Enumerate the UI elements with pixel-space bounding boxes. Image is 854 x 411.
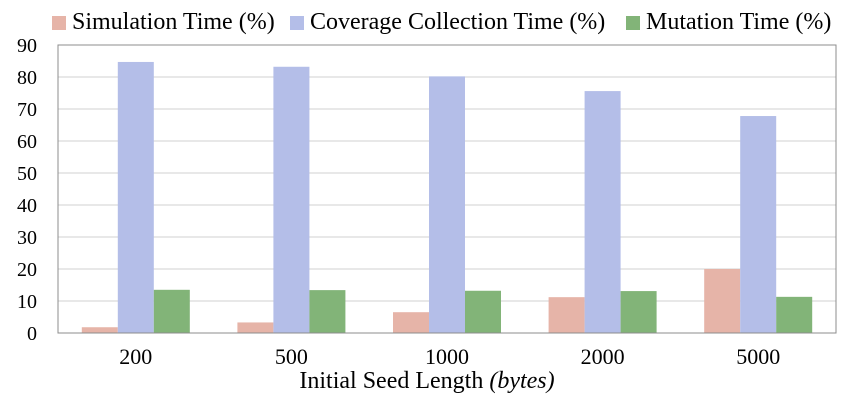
y-tick-label: 10 xyxy=(17,291,37,313)
bar xyxy=(309,290,346,333)
y-tick-label: 0 xyxy=(27,323,37,345)
y-tick-label: 40 xyxy=(17,195,37,217)
bar xyxy=(584,91,621,333)
y-axis-ticks: 0 10 20 30 40 50 60 70 80 90 xyxy=(17,35,37,345)
legend-swatch-coverage xyxy=(290,15,304,30)
bar xyxy=(704,269,741,333)
bar xyxy=(740,116,777,333)
x-axis-title: Initial Seed Length (bytes) xyxy=(0,368,854,395)
bar xyxy=(117,61,154,334)
bar xyxy=(153,289,190,333)
y-tick-label: 80 xyxy=(17,67,37,89)
bars xyxy=(81,61,813,334)
legend-swatch-mutation xyxy=(626,15,640,30)
bar xyxy=(81,327,118,333)
legend-item-mutation: Mutation Time (%) xyxy=(626,9,831,36)
bar xyxy=(237,322,274,333)
legend-swatch-simulation xyxy=(52,15,66,30)
bar xyxy=(393,312,429,333)
x-tick-label: 5000 xyxy=(736,344,780,369)
legend-label-coverage: Coverage Collection Time (%) xyxy=(310,9,606,35)
y-tick-label: 60 xyxy=(17,131,37,153)
legend-item-coverage: Coverage Collection Time (%) xyxy=(290,9,605,36)
legend-item-simulation: Simulation Time (%) xyxy=(52,9,275,36)
bar xyxy=(429,76,465,334)
bar xyxy=(548,297,585,333)
x-tick-label: 200 xyxy=(119,344,152,369)
plot-frame xyxy=(57,44,837,334)
bar xyxy=(465,290,501,333)
x-tick-label: 1000 xyxy=(425,344,469,369)
bar xyxy=(620,291,657,333)
x-axis-label: Initial Seed Length xyxy=(299,368,484,394)
x-tick-label: 500 xyxy=(275,344,308,369)
y-tick-label: 50 xyxy=(17,163,37,185)
y-tick-label: 70 xyxy=(17,99,37,121)
y-tick-label: 20 xyxy=(17,259,37,281)
x-axis-unit: (bytes) xyxy=(489,368,555,394)
x-tick-label: 2000 xyxy=(581,344,625,369)
legend: Simulation Time (%) Coverage Collection … xyxy=(0,0,854,40)
bar xyxy=(776,296,813,333)
x-axis-ticks: 200 500 1000 2000 5000 xyxy=(119,344,780,369)
y-tick-label: 90 xyxy=(17,35,37,57)
y-tick-label: 30 xyxy=(17,227,37,249)
legend-label-mutation: Mutation Time (%) xyxy=(646,9,832,35)
legend-label-simulation: Simulation Time (%) xyxy=(72,9,275,35)
bar xyxy=(273,66,310,333)
